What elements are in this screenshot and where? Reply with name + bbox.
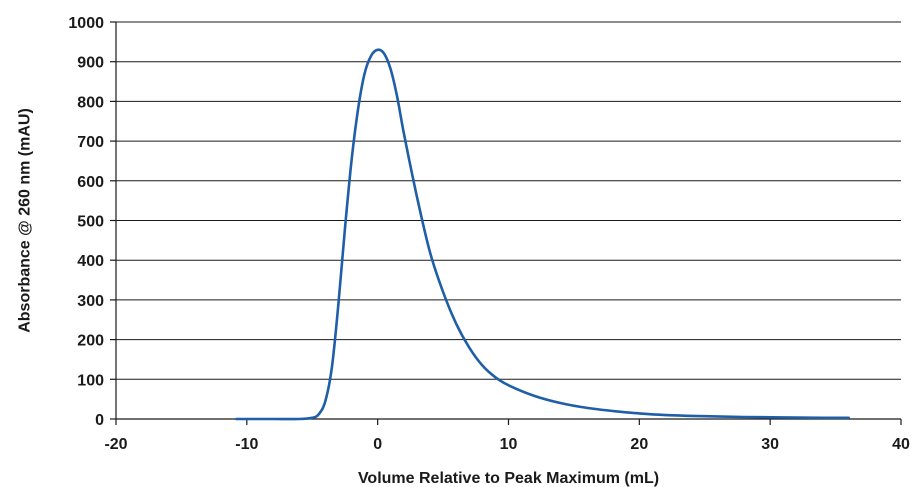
y-axis-title: Absorbance @ 260 nm (mAU) bbox=[17, 108, 34, 333]
y-tick-label: 200 bbox=[77, 333, 104, 350]
y-tick-label: 900 bbox=[77, 55, 104, 72]
x-tick-label: -20 bbox=[104, 436, 127, 453]
y-tick-label: 400 bbox=[77, 253, 104, 270]
y-tick-label: 300 bbox=[77, 293, 104, 310]
y-tick-label: 100 bbox=[77, 372, 104, 389]
y-tick-label: 0 bbox=[95, 412, 104, 429]
series-group bbox=[235, 48, 850, 421]
x-tick-label: -10 bbox=[235, 436, 258, 453]
y-axis-ticks: 0 100 200 300 400 500 600 700 800 900 1000 bbox=[68, 15, 116, 429]
x-tick-label: 40 bbox=[892, 436, 910, 453]
x-tick-label: 0 bbox=[373, 436, 382, 453]
y-tick-label: 700 bbox=[77, 134, 104, 151]
y-tick-label: 1000 bbox=[68, 15, 104, 32]
y-tick-label: 500 bbox=[77, 214, 104, 231]
x-tick-label: 30 bbox=[761, 436, 779, 453]
series-line-0 bbox=[235, 48, 850, 421]
x-tick-label: 20 bbox=[630, 436, 648, 453]
y-tick-label: 600 bbox=[77, 174, 104, 191]
gridlines bbox=[116, 21, 901, 380]
y-tick-label: 800 bbox=[77, 94, 104, 111]
x-tick-label: 10 bbox=[500, 436, 518, 453]
x-axis-ticks: -20 -10 0 10 20 30 40 bbox=[104, 419, 910, 453]
x-axis-title: Volume Relative to Peak Maximum (mL) bbox=[358, 470, 659, 487]
